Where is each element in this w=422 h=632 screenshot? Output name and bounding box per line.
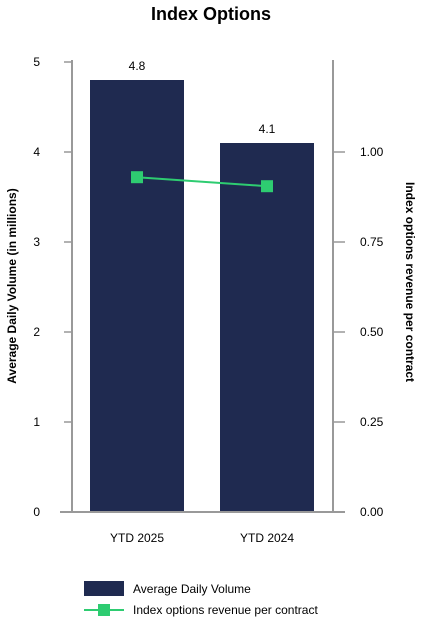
left-axis-ticks: 0 1 2 3 4 5 — [33, 55, 72, 519]
bar-0 — [90, 80, 184, 512]
bar-data-label-1: 4.1 — [259, 122, 276, 136]
left-tick-label-1: 1 — [33, 415, 40, 429]
left-tick-label-2: 2 — [33, 325, 40, 339]
y-axis-title: Average Daily Volume (in millions) — [5, 188, 19, 383]
right-tick-label-1: 0.25 — [360, 415, 384, 429]
right-tick-label-2: 0.50 — [360, 325, 384, 339]
left-tick-label-3: 3 — [33, 235, 40, 249]
revenue-point-0 — [131, 171, 143, 184]
right-tick-label-3: 0.75 — [360, 235, 384, 249]
legend-swatch-bar — [84, 581, 124, 596]
right-tick-label-4: 1.00 — [360, 145, 384, 159]
right-axis-ticks: 0.00 0.25 0.50 0.75 1.00 — [333, 145, 384, 519]
legend-label-line: Index options revenue per contract — [133, 603, 318, 617]
legend: Average Daily Volume Index options reven… — [84, 581, 318, 617]
x-axis-ticks: YTD 2025 YTD 2024 — [110, 531, 294, 545]
revenue-line — [136, 176, 268, 188]
x-tick-label-1: YTD 2024 — [240, 531, 294, 545]
chart-title: Index Options — [151, 4, 271, 24]
bars-layer: 4.8 4.1 — [90, 59, 314, 512]
legend-swatch-marker — [98, 604, 110, 616]
bar-data-label-0: 4.8 — [129, 59, 146, 73]
bar-1 — [220, 143, 314, 512]
revenue-point-1 — [261, 180, 273, 193]
legend-label-bar: Average Daily Volume — [133, 582, 251, 596]
y2-axis-title: Index options revenue per contract — [403, 182, 417, 382]
left-tick-label-4: 4 — [33, 145, 40, 159]
line-layer — [131, 171, 273, 193]
right-tick-label-0: 0.00 — [360, 505, 384, 519]
x-tick-label-0: YTD 2025 — [110, 531, 164, 545]
left-tick-label-0: 0 — [33, 505, 40, 519]
left-tick-label-5: 5 — [33, 55, 40, 69]
